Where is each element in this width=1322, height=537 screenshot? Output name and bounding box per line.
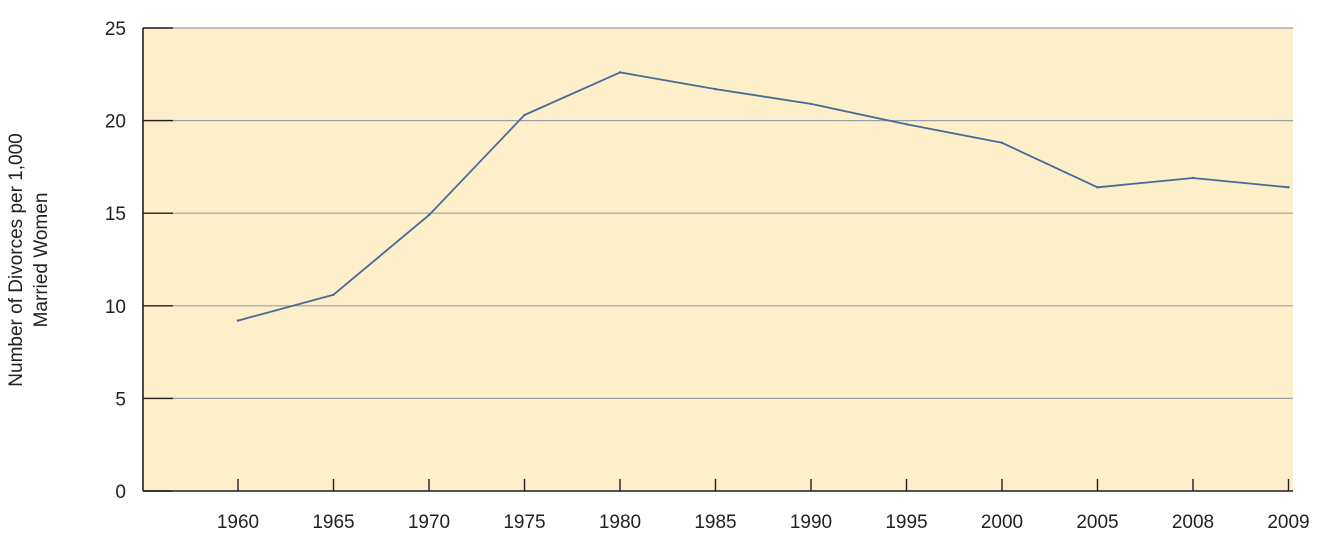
x-tick-label-1980: 1980: [599, 512, 641, 533]
data-point-1965: [332, 293, 335, 296]
data-point-1990: [809, 102, 813, 106]
y-axis-title-line-2: Married Women: [31, 193, 52, 328]
y-axis-title: Number of Divorces per 1,000 Married Wom…: [6, 133, 52, 386]
series-line: [237, 71, 1289, 322]
x-tick-label-2000: 2000: [981, 512, 1023, 533]
x-tick-label-1965: 1965: [312, 512, 354, 533]
y-tick-label-25: 25: [105, 19, 126, 40]
x-tick-label-1975: 1975: [503, 512, 545, 533]
x-tick-label-1970: 1970: [408, 512, 450, 533]
y-tick-label-15: 15: [105, 204, 126, 225]
data-point-1975: [523, 113, 526, 117]
data-point-1985: [714, 87, 717, 91]
data-point-2008: [1191, 176, 1195, 180]
x-tick-label-1985: 1985: [694, 512, 736, 533]
data-point-1980: [618, 71, 622, 74]
x-tick-label-1995: 1995: [885, 512, 927, 533]
data-point-1995: [905, 123, 908, 126]
y-tick-label-0: 0: [115, 482, 126, 503]
y-tick-label-20: 20: [105, 112, 126, 133]
data-point-2005: [1096, 186, 1099, 189]
x-axis-ticks: 1960 1965 1970 1975 1980 1985 1990 1995 2000 2005…: [217, 479, 1310, 533]
x-tick-label-2008: 2008: [1172, 512, 1214, 533]
data-point-2009: [1287, 186, 1290, 189]
data-point-1960: [236, 319, 240, 322]
data-point-2000: [1000, 141, 1004, 145]
data-points: [236, 71, 1290, 322]
x-tick-label-2005: 2005: [1076, 512, 1118, 533]
y-axis-title-line-1: Number of Divorces per 1,000: [6, 133, 27, 386]
y-tick-label-5: 5: [115, 389, 126, 410]
y-tick-label-10: 10: [105, 297, 126, 318]
gridlines: [143, 27, 1293, 399]
x-tick-label-1960: 1960: [217, 512, 259, 533]
plot-area: [143, 28, 1293, 491]
x-tick-label-2009: 2009: [1267, 512, 1309, 533]
x-tick-label-1990: 1990: [790, 512, 832, 533]
data-point-1970: [427, 213, 431, 217]
